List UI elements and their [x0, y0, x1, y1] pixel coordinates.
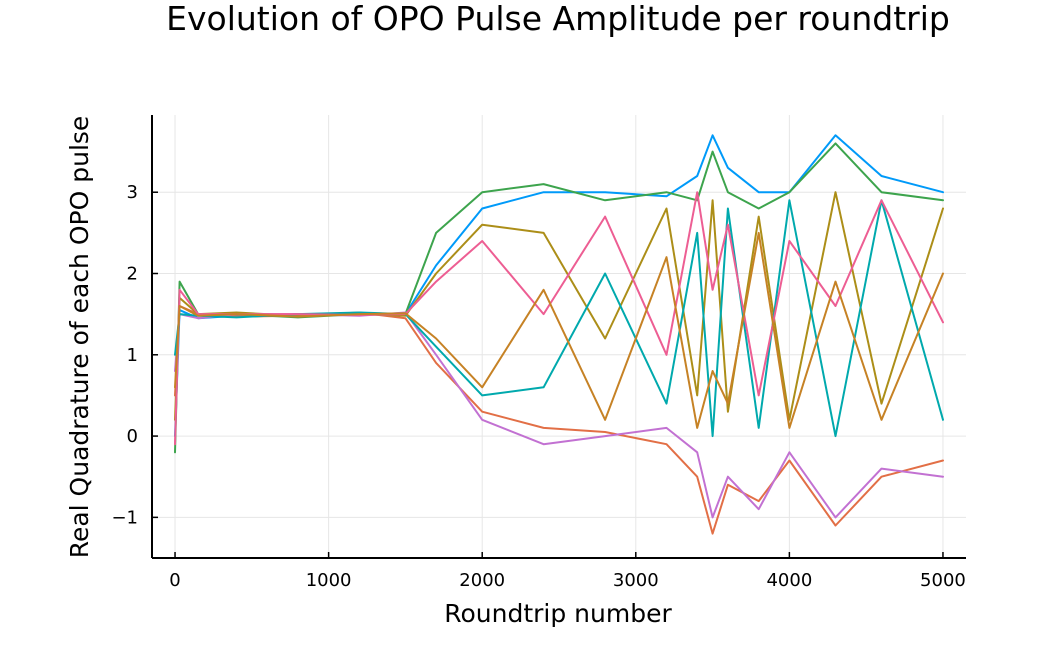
series-line-6 [174, 199, 944, 438]
axes [151, 115, 966, 559]
x-tick-label: 3000 [613, 570, 659, 591]
y-tick-label: 2 [127, 264, 138, 285]
x-tick-label: 2000 [459, 570, 505, 591]
series-line-4 [174, 311, 944, 519]
series-line-5 [174, 191, 944, 421]
x-tick-label: 1000 [306, 570, 352, 591]
series-line-3 [174, 142, 944, 454]
grid [152, 115, 966, 558]
y-tick-label: 0 [127, 426, 138, 447]
series-line-8 [174, 231, 944, 429]
series-group [174, 134, 944, 535]
y-tick-label: −1 [111, 507, 138, 528]
x-tick-label: 0 [169, 570, 180, 591]
y-tick-label: 3 [127, 182, 138, 203]
ticks: 0 1000 2000 3000 4000 5000 −1 0 1 2 3 [111, 182, 965, 591]
x-tick-label: 4000 [766, 570, 812, 591]
x-axis-label: Roundtrip number [444, 599, 672, 628]
y-axis-label: Real Quadrature of each OPO pulse [65, 116, 94, 559]
chart-title: Evolution of OPO Pulse Amplitude per rou… [166, 0, 950, 38]
x-tick-label: 5000 [920, 570, 966, 591]
y-tick-label: 1 [127, 345, 138, 366]
series-line-2 [174, 305, 944, 535]
series-line-1 [174, 134, 944, 438]
